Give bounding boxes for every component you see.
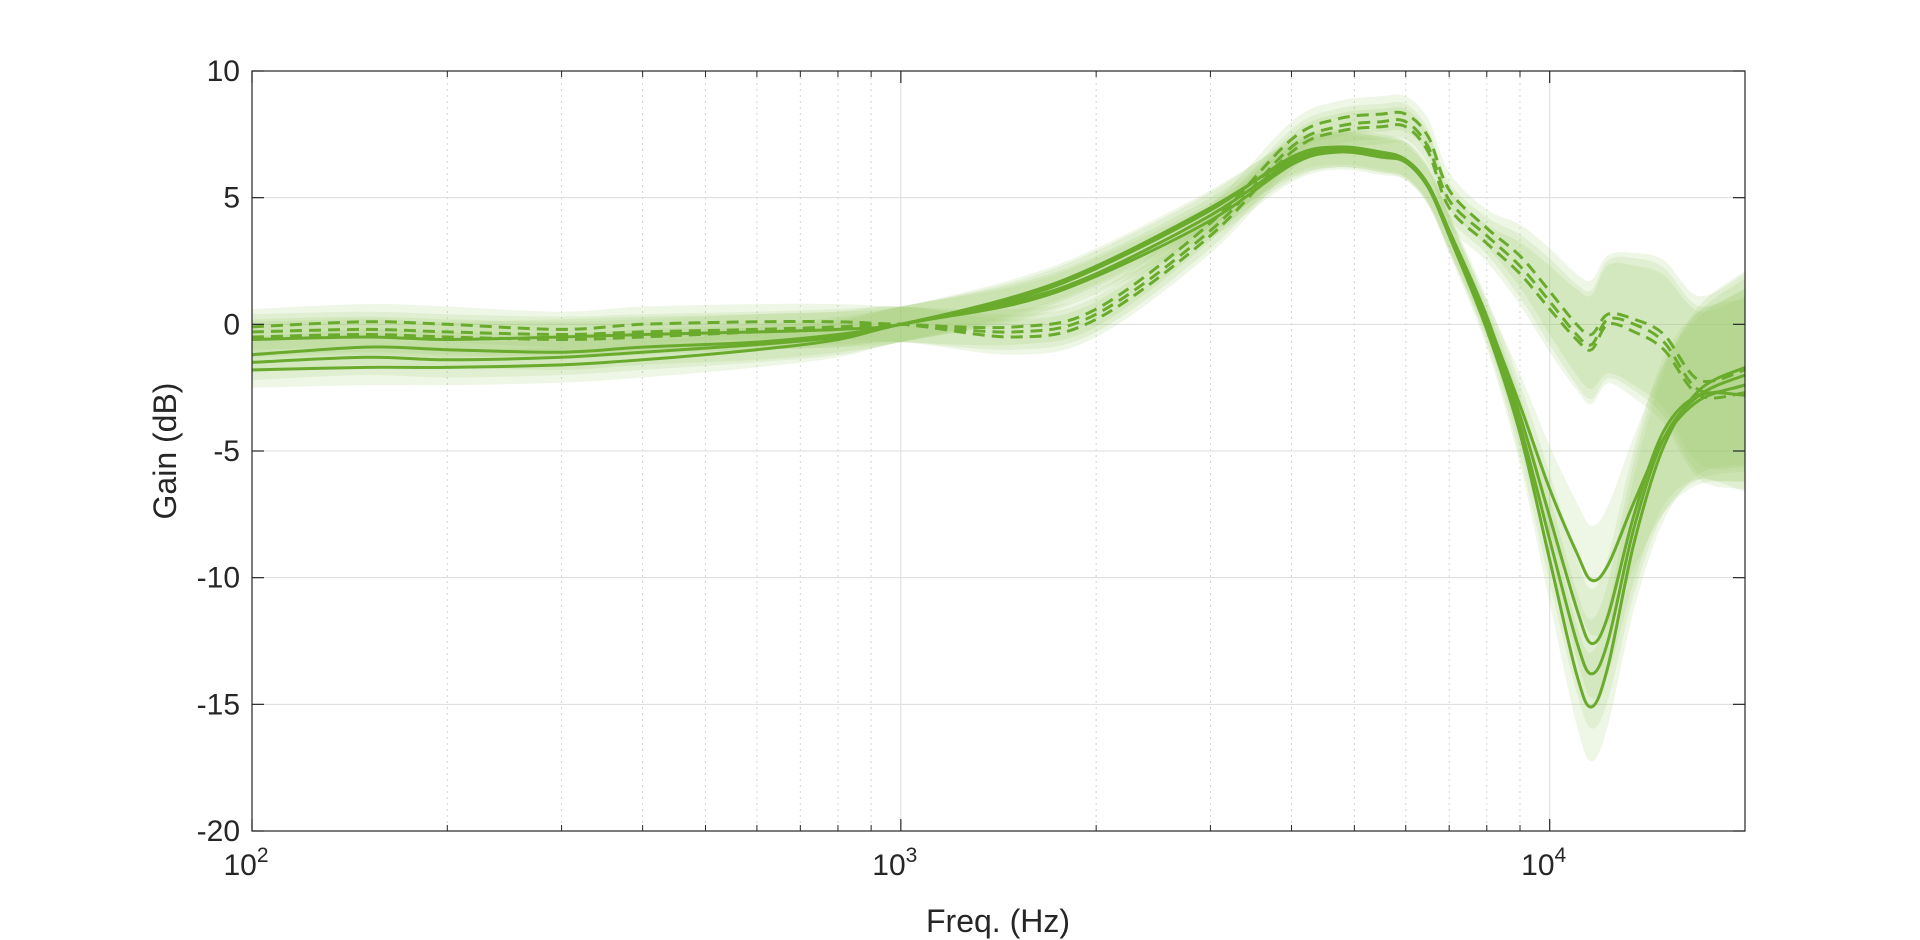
y-tick-label: 0 [223,308,240,341]
x-tick-label-base: 10 [872,849,905,882]
y-tick-label: -20 [197,815,240,848]
series-line-dashed [251,123,1746,400]
series-band [252,131,1745,637]
y-tick-label: -15 [197,688,240,721]
series-line-solid [251,145,1746,646]
y-tick-label: -5 [213,435,240,468]
series-band [252,131,1745,729]
x-tick-label: 104 [1521,844,1566,882]
x-tick-label-exponent: 4 [1555,844,1567,867]
x-tick-label-exponent: 3 [906,844,918,867]
x-tick-label-base: 10 [223,849,256,882]
series-line-dashed [251,110,1746,383]
series-line-solid [251,150,1746,709]
series-line-dashed [251,118,1746,395]
x-tick-label: 102 [223,844,268,882]
series-line-solid [251,147,1746,676]
y-axis-label: Gain (dB) [147,383,183,520]
tick-marks [251,70,1746,832]
y-tick-label: -10 [197,562,240,595]
series-band [252,134,1745,762]
y-tick-label: 5 [223,182,240,215]
x-tick-label-exponent: 2 [257,844,269,867]
series-lines [251,110,1746,709]
x-axis-label: Freq. (Hz) [926,903,1070,939]
x-tick-label-base: 10 [1521,849,1554,882]
y-tick-label: 10 [207,55,240,88]
x-tick-label: 103 [872,844,917,882]
